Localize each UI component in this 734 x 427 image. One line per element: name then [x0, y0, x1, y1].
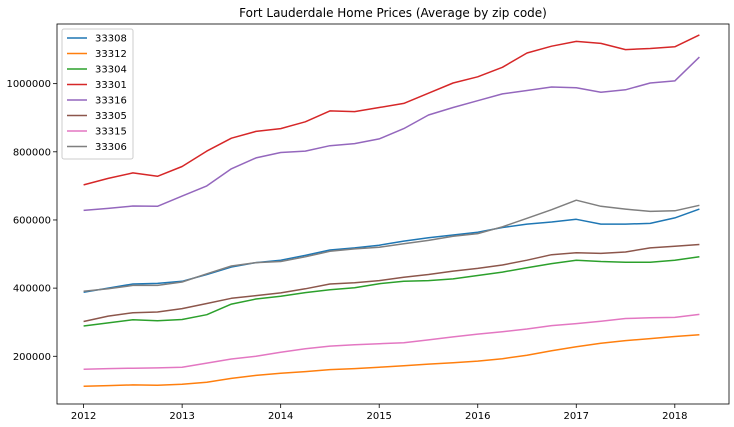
- y-tick-label: 600000: [13, 215, 51, 226]
- plot-frame: [56, 23, 730, 405]
- series-layer: [83, 34, 700, 388]
- x-tick-label: 2017: [564, 411, 589, 422]
- legend-label-33305: 33305: [95, 111, 127, 122]
- axes-layer: 2012 2013 2014 2015 2016 2017 2018 200000 400000…: [6, 23, 730, 422]
- legend-label-33304: 33304: [95, 65, 127, 76]
- series-line-33312: [83, 334, 700, 388]
- x-tick-label: 2014: [268, 411, 293, 422]
- legend-box: [61, 28, 134, 160]
- legend-label-33316: 33316: [95, 96, 127, 107]
- legend-label-33308: 33308: [95, 34, 127, 45]
- y-tick-label: 400000: [13, 284, 51, 295]
- series-line-33306: [83, 199, 700, 292]
- legend-label-33315: 33315: [95, 127, 127, 138]
- x-tick-label: 2018: [662, 411, 687, 422]
- y-tick-label: 1000000: [6, 79, 51, 90]
- legend: 33308 33312 33304 33301 33316 33305 33315 33306: [61, 28, 134, 160]
- series-line-33305: [83, 243, 700, 323]
- series-line-33301: [83, 34, 700, 186]
- x-tick-label: 2012: [71, 411, 96, 422]
- y-tick-label: 800000: [13, 147, 51, 158]
- x-tick-label: 2016: [465, 411, 490, 422]
- chart-title: Fort Lauderdale Home Prices (Average by …: [239, 6, 547, 20]
- series-line-33316: [83, 56, 700, 212]
- x-tick-label: 2015: [366, 411, 391, 422]
- y-tick-label: 200000: [13, 352, 51, 363]
- series-line-33304: [83, 256, 700, 327]
- series-line-33315: [83, 313, 700, 370]
- legend-label-33312: 33312: [95, 49, 127, 60]
- legend-label-33306: 33306: [95, 142, 127, 153]
- x-tick-label: 2013: [169, 411, 194, 422]
- legend-label-33301: 33301: [95, 80, 127, 91]
